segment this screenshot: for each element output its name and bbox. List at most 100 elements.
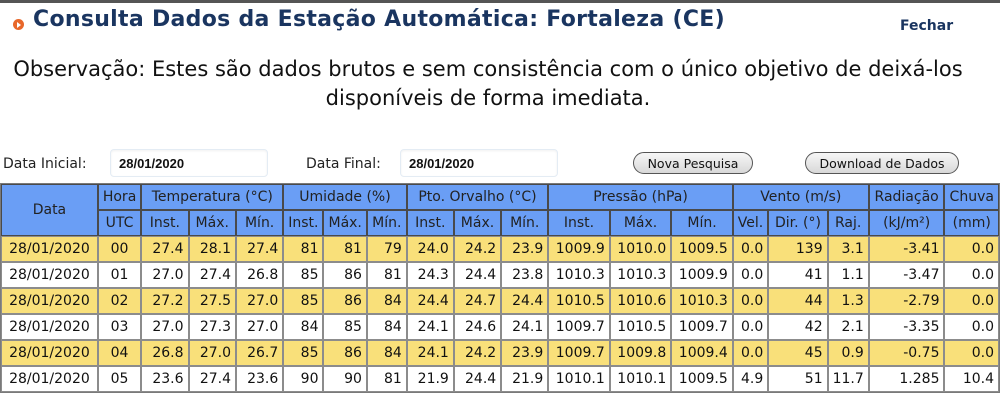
cell-hum-max: 81 <box>323 236 367 262</box>
end-date-input[interactable] <box>400 149 558 177</box>
cell-wind-dir: 42 <box>768 314 828 340</box>
cell-radiation: -3.35 <box>868 314 945 340</box>
cell-press-max: 1010.5 <box>609 314 672 340</box>
cell-temp-max: 27.0 <box>188 340 236 366</box>
bullet-arrow-icon <box>13 19 24 30</box>
top-border <box>0 0 1000 3</box>
table-row: 28/01/2020 03 27.0 27.3 27.0 84 85 84 24.1 24.6 24… <box>1 314 999 340</box>
cell-dew-min: 23.9 <box>501 340 549 366</box>
cell-dew-inst: 24.1 <box>406 314 454 340</box>
cell-wind-gust: 2.1 <box>827 314 869 340</box>
cell-press-inst: 1009.9 <box>548 236 610 262</box>
download-data-button[interactable]: Download de Dados <box>805 152 959 174</box>
cell-wind-vel: 0.0 <box>732 236 769 262</box>
cell-wind-vel: 0.0 <box>732 288 769 314</box>
sub-radiation-unit: (kJ/m²) <box>868 210 945 236</box>
sub-wind-dir: Dir. (°) <box>768 210 828 236</box>
cell-wind-gust: 1.1 <box>827 262 869 288</box>
sub-hum-inst: Inst. <box>283 210 324 236</box>
cell-temp-max: 27.4 <box>188 366 236 392</box>
disclaimer-notice: Observação: Estes são dados brutos e sem… <box>13 57 963 110</box>
new-search-button[interactable]: Nova Pesquisa <box>633 152 753 174</box>
cell-date: 28/01/2020 <box>1 340 98 366</box>
sub-press-inst: Inst. <box>548 210 610 236</box>
cell-radiation: -0.75 <box>868 340 945 366</box>
table-row: 28/01/2020 05 23.6 27.4 23.6 90 90 81 21.9 24.4 21… <box>1 366 999 392</box>
cell-temp-max: 28.1 <box>188 236 236 262</box>
cell-hum-inst: 85 <box>283 288 324 314</box>
cell-press-min: 1009.5 <box>671 366 733 392</box>
table-row: 28/01/2020 02 27.2 27.5 27.0 85 86 84 24.4 24.7 24… <box>1 288 999 314</box>
sub-rain-unit: (mm) <box>944 210 999 236</box>
cell-wind-dir: 51 <box>768 366 828 392</box>
sub-temp-min: Mín. <box>236 210 284 236</box>
cell-rain: 0.0 <box>944 236 999 262</box>
cell-press-min: 1009.4 <box>671 340 733 366</box>
cell-press-max: 1010.1 <box>609 366 672 392</box>
cell-press-max: 1009.8 <box>609 340 672 366</box>
cell-hum-min: 84 <box>366 340 407 366</box>
cell-wind-vel: 4.9 <box>732 366 769 392</box>
cell-dew-max: 24.4 <box>453 262 502 288</box>
cell-rain: 10.4 <box>944 366 999 392</box>
col-rain-header: Chuva <box>944 184 999 210</box>
col-wind-header: Vento (m/s) <box>732 184 869 210</box>
cell-date: 28/01/2020 <box>1 262 98 288</box>
cell-temp-min: 23.6 <box>236 366 284 392</box>
cell-dew-min: 23.8 <box>501 262 549 288</box>
cell-dew-inst: 24.4 <box>406 288 454 314</box>
sub-dew-inst: Inst. <box>406 210 454 236</box>
header-sub-row: UTC Inst. Máx. Mín. Inst. Máx. Mín. Inst… <box>1 210 999 236</box>
cell-press-inst: 1010.5 <box>548 288 610 314</box>
cell-temp-min: 27.0 <box>236 288 284 314</box>
cell-hum-min: 81 <box>366 366 407 392</box>
cell-press-min: 1010.3 <box>671 288 733 314</box>
cell-press-inst: 1009.7 <box>548 340 610 366</box>
cell-temp-max: 27.4 <box>188 262 236 288</box>
cell-wind-gust: 3.1 <box>827 236 869 262</box>
date-filter-bar: Data Inicial: Data Final: Nova Pesquisa … <box>0 146 1000 180</box>
col-dewpoint-header: Pto. Orvalho (°C) <box>406 184 549 210</box>
cell-hum-min: 81 <box>366 262 407 288</box>
col-date-header: Data <box>1 184 98 236</box>
table-row: 28/01/2020 00 27.4 28.1 27.4 81 81 79 24.0 24.2 23… <box>1 236 999 262</box>
cell-hour: 01 <box>97 262 142 288</box>
start-date-label: Data Inicial: <box>3 156 87 172</box>
sub-temp-max: Máx. <box>188 210 236 236</box>
cell-temp-inst: 27.2 <box>141 288 189 314</box>
end-date-label: Data Final: <box>306 156 381 172</box>
cell-dew-min: 24.1 <box>501 314 549 340</box>
cell-hum-max: 85 <box>323 314 367 340</box>
col-pressure-header: Pressão (hPa) <box>548 184 733 210</box>
cell-radiation: -3.47 <box>868 262 945 288</box>
cell-press-min: 1009.7 <box>671 314 733 340</box>
cell-press-inst: 1010.3 <box>548 262 610 288</box>
cell-hum-inst: 84 <box>283 314 324 340</box>
cell-temp-max: 27.3 <box>188 314 236 340</box>
cell-date: 28/01/2020 <box>1 314 98 340</box>
cell-wind-vel: 0.0 <box>732 262 769 288</box>
table-row: 28/01/2020 04 26.8 27.0 26.7 85 86 84 24.1 24.2 23… <box>1 340 999 366</box>
cell-press-min: 1009.5 <box>671 236 733 262</box>
cell-dew-inst: 21.9 <box>406 366 454 392</box>
start-date-input[interactable] <box>110 149 268 177</box>
cell-hum-max: 86 <box>323 288 367 314</box>
cell-wind-dir: 44 <box>768 288 828 314</box>
sub-hum-max: Máx. <box>323 210 367 236</box>
cell-dew-max: 24.2 <box>453 340 502 366</box>
sub-dew-min: Mín. <box>501 210 549 236</box>
cell-temp-inst: 27.4 <box>141 236 189 262</box>
close-link[interactable]: Fechar <box>900 18 954 34</box>
cell-hour: 00 <box>97 236 142 262</box>
cell-wind-gust: 0.9 <box>827 340 869 366</box>
col-hour-header: Hora <box>97 184 142 210</box>
cell-press-max: 1010.6 <box>609 288 672 314</box>
sub-temp-inst: Inst. <box>141 210 189 236</box>
cell-wind-dir: 45 <box>768 340 828 366</box>
cell-wind-dir: 41 <box>768 262 828 288</box>
cell-hum-inst: 81 <box>283 236 324 262</box>
cell-radiation: -2.79 <box>868 288 945 314</box>
cell-temp-min: 26.7 <box>236 340 284 366</box>
cell-radiation: -3.41 <box>868 236 945 262</box>
page-title: Consulta Dados da Estação Automática: Fo… <box>33 7 725 32</box>
